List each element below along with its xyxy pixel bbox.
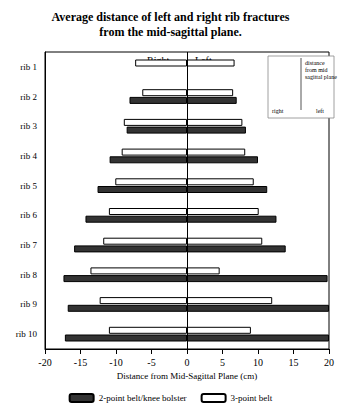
svg-text:rib 6: rib 6 [20, 210, 37, 220]
svg-text:0: 0 [185, 357, 190, 368]
svg-text:-20: -20 [38, 357, 51, 368]
svg-text:left: left [316, 108, 324, 114]
svg-text:-5: -5 [147, 357, 155, 368]
svg-text:5: 5 [220, 357, 225, 368]
svg-text:-15: -15 [74, 357, 87, 368]
svg-text:rib 10: rib 10 [16, 329, 38, 339]
svg-text:rib 3: rib 3 [20, 121, 37, 131]
svg-text:rib 4: rib 4 [20, 151, 37, 161]
svg-text:rib 7: rib 7 [20, 240, 37, 250]
svg-text:rib 9: rib 9 [20, 299, 37, 309]
svg-text:-10: -10 [109, 357, 122, 368]
svg-text:15: 15 [289, 357, 299, 368]
svg-text:rib 8: rib 8 [20, 270, 37, 280]
svg-text:from mid: from mid [305, 67, 328, 73]
svg-text:10: 10 [253, 357, 263, 368]
svg-text:from the mid-sagittal plane.: from the mid-sagittal plane. [99, 25, 241, 39]
svg-text:Distance from Mid-Sagittal Pla: Distance from Mid-Sagittal Plane (cm) [117, 371, 257, 381]
svg-text:Average distance of left and r: Average distance of left and right rib f… [52, 10, 290, 24]
svg-text:right: right [272, 108, 284, 114]
svg-text:rib 1: rib 1 [20, 62, 37, 72]
svg-text:20: 20 [324, 357, 334, 368]
svg-text:rib 5: rib 5 [20, 181, 37, 191]
svg-text:distance: distance [305, 60, 325, 66]
svg-text:2-point belt/knee bolster: 2-point belt/knee bolster [99, 393, 187, 403]
svg-text:3-point belt: 3-point belt [231, 393, 273, 403]
svg-text:sagittal plane: sagittal plane [305, 74, 337, 80]
svg-text:rib 2: rib 2 [20, 92, 37, 102]
